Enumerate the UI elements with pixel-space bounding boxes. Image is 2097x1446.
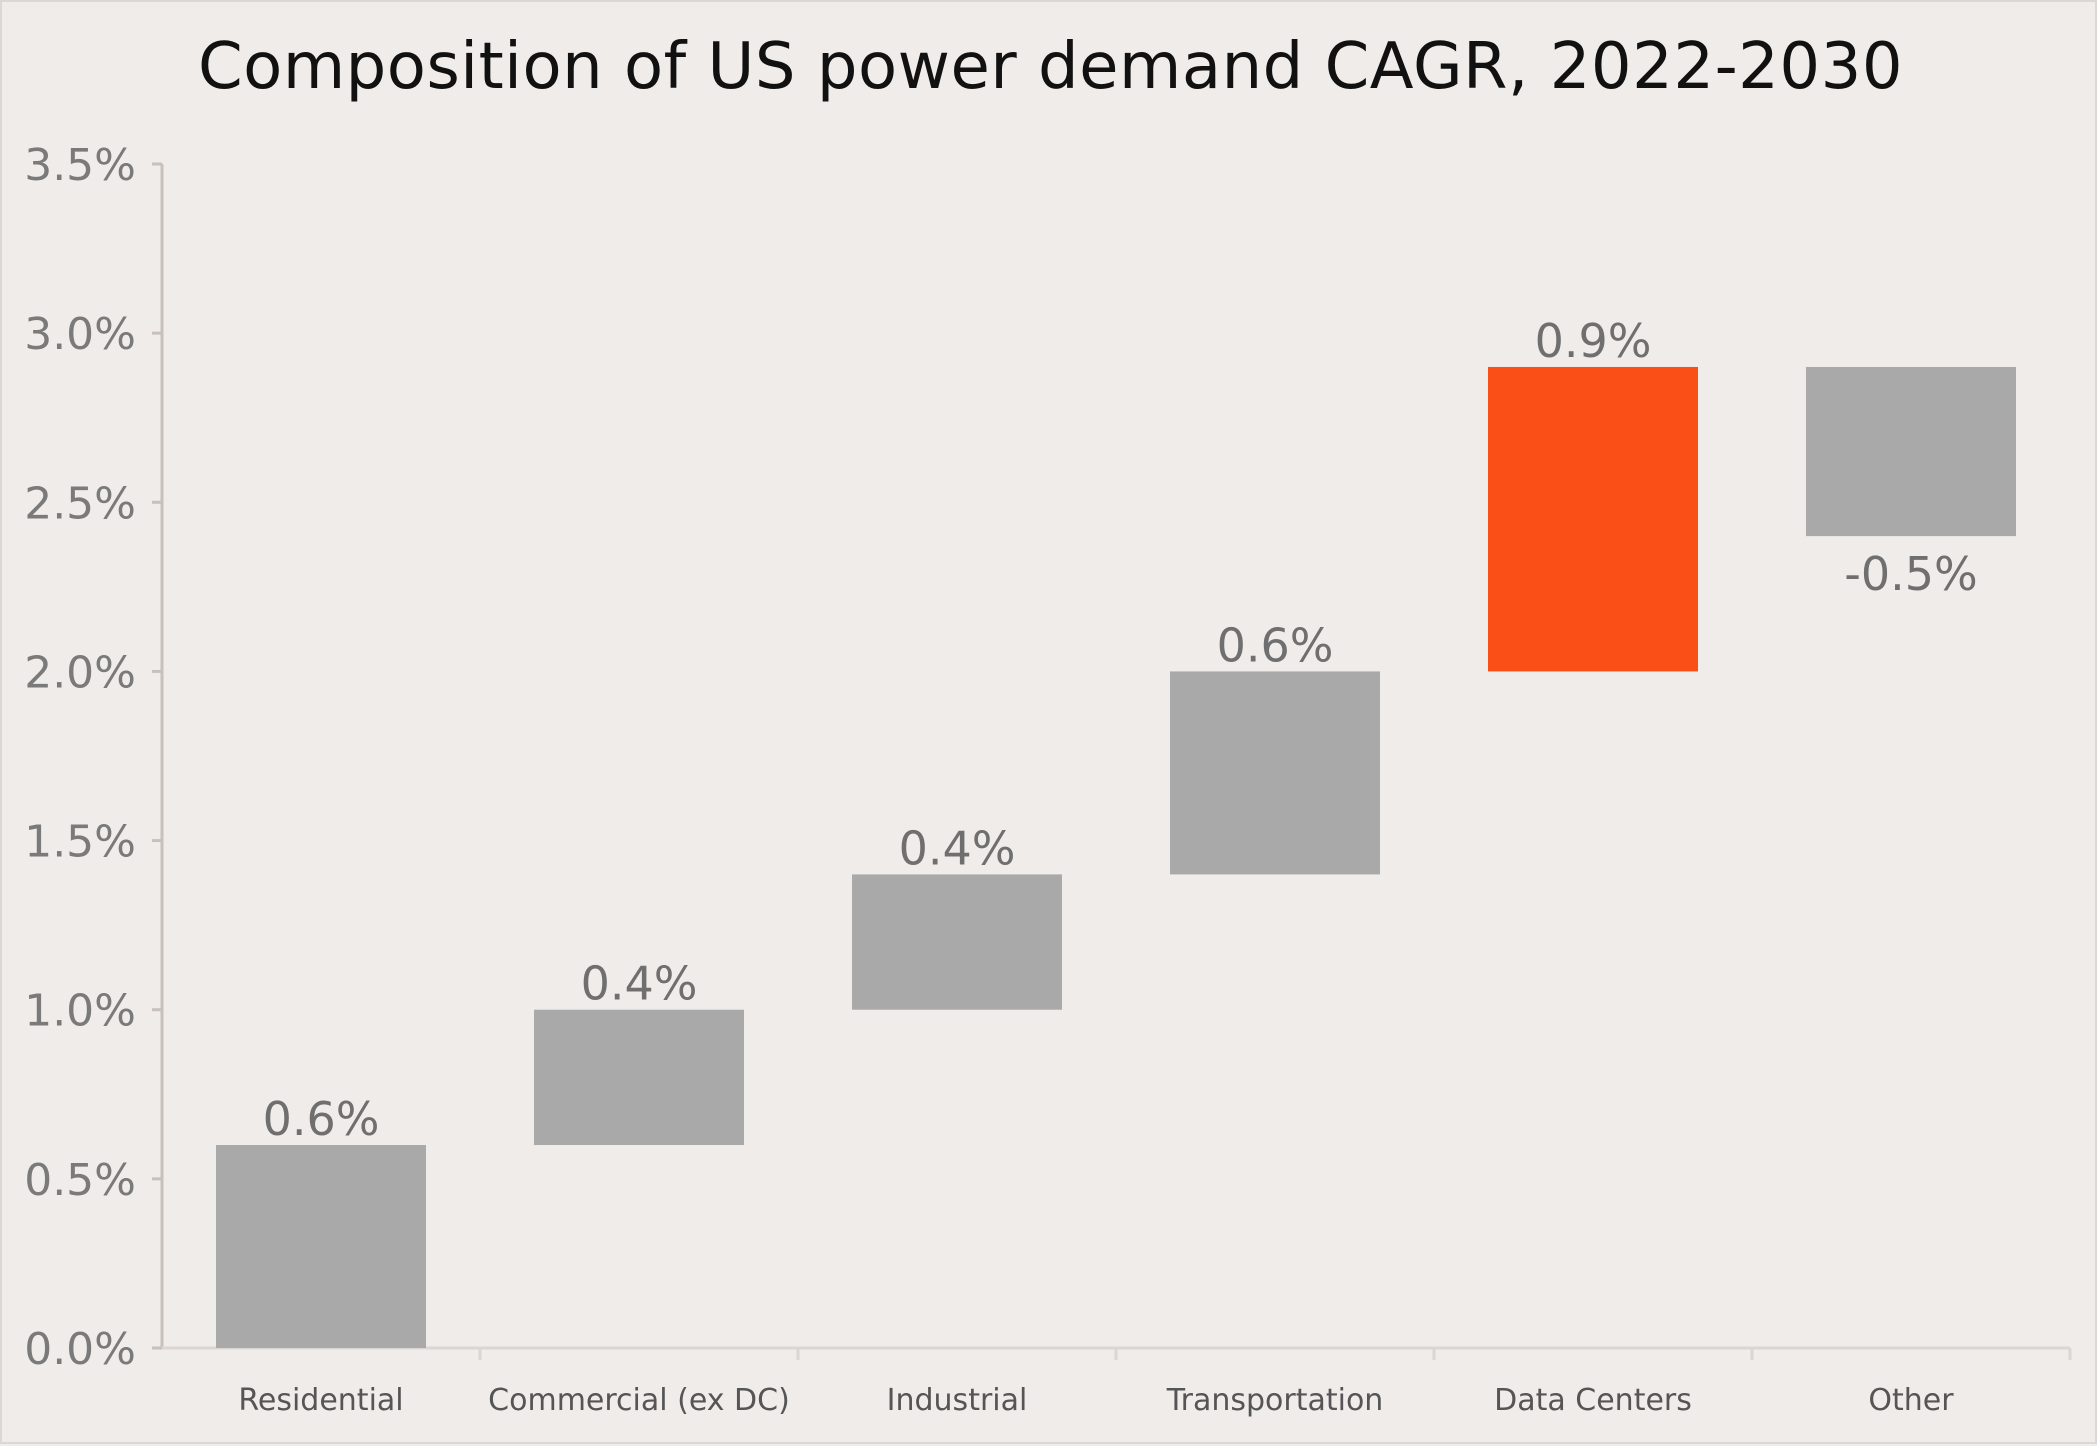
bar-commercial-ex-dc — [534, 1009, 744, 1146]
x-category-label: Commercial (ex DC) — [488, 1383, 790, 1418]
data-label: 0.6% — [1217, 618, 1334, 672]
y-tick-label: 2.0% — [24, 647, 136, 698]
y-tick-label: 0.5% — [24, 1155, 136, 1206]
y-tick-label: 0.0% — [24, 1324, 136, 1375]
x-category-label: Residential — [238, 1383, 403, 1418]
x-category-label: Industrial — [887, 1383, 1028, 1418]
data-label: 0.6% — [263, 1092, 380, 1146]
bar-data-centers — [1488, 366, 1698, 672]
bar-other — [1806, 366, 2016, 537]
bar-industrial — [852, 874, 1062, 1010]
x-category-label: Transportation — [1166, 1383, 1384, 1418]
chart-title: Composition of US power demand CAGR, 202… — [197, 30, 1904, 104]
data-label: 0.4% — [899, 821, 1016, 875]
y-tick-label: 2.5% — [24, 478, 136, 529]
x-category-label: Other — [1868, 1383, 1954, 1418]
data-label: 0.4% — [581, 957, 698, 1011]
bar-transportation — [1170, 671, 1380, 875]
data-label: -0.5% — [1844, 547, 1977, 601]
y-tick-label: 3.0% — [24, 309, 136, 360]
y-tick-label: 1.5% — [24, 817, 136, 868]
y-tick-label: 1.0% — [24, 986, 136, 1037]
data-label: 0.9% — [1535, 314, 1652, 368]
bar-residential — [216, 1145, 426, 1348]
y-tick-label: 3.5% — [24, 140, 136, 191]
x-category-label: Data Centers — [1494, 1383, 1692, 1418]
